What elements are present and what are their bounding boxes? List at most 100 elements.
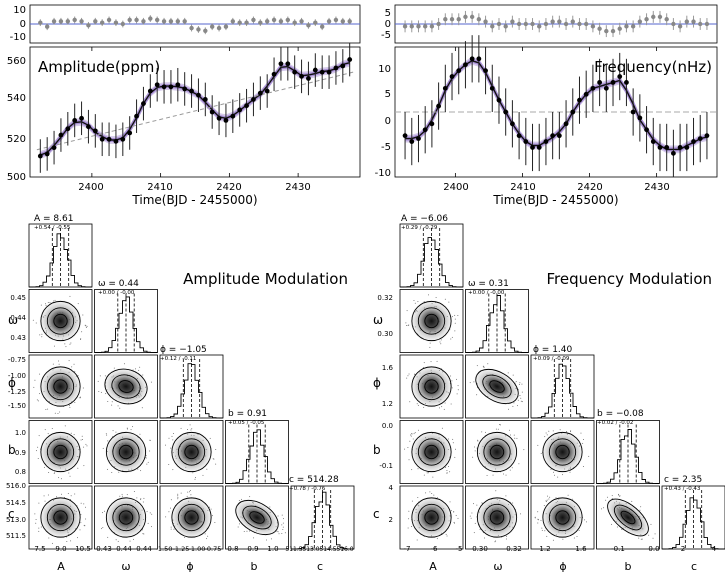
sample-point: [187, 429, 189, 431]
residual-point: [577, 21, 582, 27]
sample-point: [557, 476, 559, 478]
sample-point: [126, 427, 128, 429]
sample-point: [81, 435, 83, 437]
sample-point: [552, 471, 554, 473]
sample-point: [544, 530, 546, 532]
corner-amp-err-c: +0.78 / -0.76: [289, 486, 326, 492]
sample-point: [474, 446, 476, 448]
sample-point: [85, 443, 87, 445]
residual-point: [597, 26, 602, 31]
sample-point: [562, 474, 564, 476]
sample-point: [58, 363, 60, 365]
data-point: [637, 115, 643, 121]
residual-point: [644, 17, 649, 22]
corner-amp-title-w: ω = 0.44: [98, 279, 139, 289]
residual-point: [664, 17, 669, 22]
sample-point: [281, 524, 283, 526]
sample-point: [559, 429, 561, 431]
residual-point: [543, 21, 549, 27]
sample-point: [611, 495, 613, 497]
residual-point: [463, 14, 468, 20]
corner-cell-frame: [465, 485, 529, 550]
sample-point: [537, 522, 539, 524]
sample-point: [111, 404, 113, 406]
amp-ytick: 540: [7, 93, 26, 104]
data-point: [509, 121, 515, 127]
sample-point: [534, 516, 536, 518]
data-point: [44, 151, 50, 157]
corner-amp-ytick: 511.5: [6, 532, 26, 540]
corner-freq-ytick: 1.2: [382, 400, 393, 408]
residual-point: [216, 25, 222, 31]
sample-point: [431, 492, 433, 494]
residual-point: [469, 14, 475, 20]
sample-point: [129, 540, 131, 542]
residual-point: [416, 24, 421, 29]
sample-point: [429, 491, 431, 493]
freq-xtick: 2410: [510, 182, 535, 193]
residual-point: [557, 19, 562, 24]
sample-point: [44, 500, 46, 502]
sample-point: [452, 438, 454, 440]
data-point: [86, 124, 91, 130]
residual-point: [530, 21, 535, 27]
data-point: [264, 88, 270, 94]
data-point: [563, 121, 569, 127]
density-contour: [46, 307, 75, 335]
sample-point: [190, 494, 192, 496]
sample-point: [509, 469, 511, 471]
sample-point: [180, 427, 182, 429]
sample-point: [172, 469, 174, 471]
sample-point: [409, 434, 411, 436]
sample-point: [537, 444, 539, 446]
corner-amp-title-A: A = 8.61: [34, 214, 73, 224]
sample-point: [619, 495, 621, 497]
sample-point: [64, 425, 66, 427]
sample-point: [57, 413, 59, 415]
density-contour: [542, 497, 583, 538]
density-contour: [411, 366, 452, 407]
density-contour: [555, 444, 570, 460]
sample-point: [494, 541, 496, 543]
sample-point: [44, 429, 46, 431]
sample-point: [474, 522, 476, 524]
sample-point: [41, 336, 43, 338]
sample-point: [165, 444, 167, 446]
sample-point: [130, 429, 132, 431]
sample-point: [117, 540, 119, 542]
sample-point: [53, 472, 55, 474]
residual-point: [610, 28, 616, 34]
sample-point: [123, 363, 125, 365]
sample-point: [552, 430, 554, 432]
density-blob: [605, 497, 651, 538]
density-blob: [38, 364, 83, 409]
residual-point: [93, 19, 98, 24]
sample-point: [456, 393, 458, 395]
corner-amp-title-c: c = 514.28: [289, 475, 339, 485]
corner-amp-ylabel-phi: ϕ: [8, 376, 16, 390]
sample-point: [106, 468, 108, 470]
corner-freq-err-c: +0.43 / -0.43: [664, 486, 701, 492]
corner-freq-ylabel-c: c: [373, 507, 380, 521]
sample-point: [436, 360, 438, 362]
density-contour: [53, 313, 68, 329]
sample-point: [35, 519, 37, 521]
corner-cell-frame: [465, 289, 529, 353]
sample-point: [544, 436, 546, 438]
sample-point: [456, 378, 458, 380]
residual-point: [251, 17, 256, 23]
sample-point: [457, 517, 459, 519]
freq-res-ytick: 0: [385, 19, 391, 30]
sample-point: [518, 463, 520, 465]
sample-point: [576, 536, 578, 538]
sample-point: [147, 461, 149, 463]
sample-point: [513, 434, 515, 436]
sample-point: [189, 491, 191, 493]
residual-point: [550, 19, 555, 24]
sample-point: [77, 467, 79, 469]
sample-point: [101, 512, 103, 514]
data-point: [489, 85, 495, 91]
sample-point: [446, 472, 448, 474]
amp-res-ytick: -10: [10, 32, 26, 43]
corner-amp-title-phi: ϕ = −1.05: [160, 345, 207, 355]
